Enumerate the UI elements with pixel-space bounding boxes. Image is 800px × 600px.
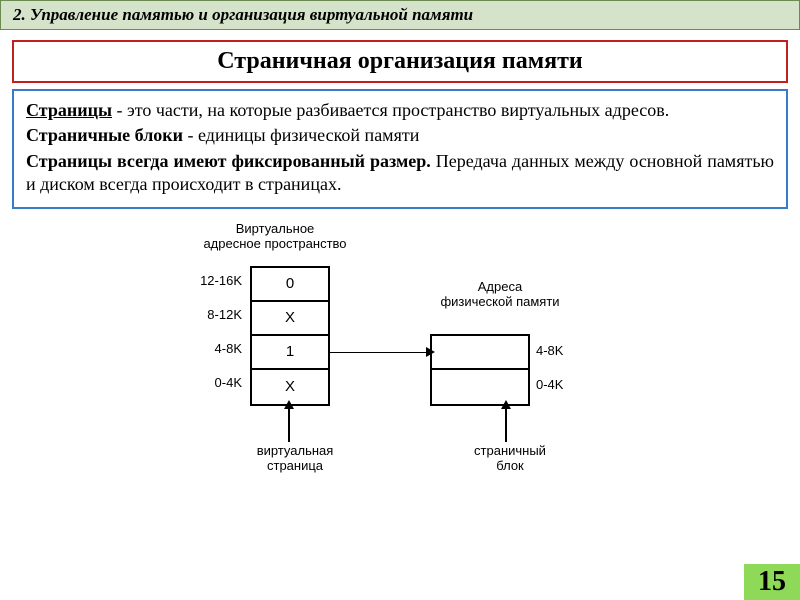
- vas-title: Виртуальное адресное пространство: [185, 221, 365, 252]
- def-pages-text: - это части, на которые разбивается прос…: [112, 100, 669, 120]
- mapping-arrow-head: [426, 347, 435, 357]
- vas-column: 0 X 1 X: [250, 266, 330, 406]
- definitions-box: Страницы - это части, на которые разбива…: [12, 89, 788, 209]
- vas-label-1: 8-12K: [182, 307, 242, 322]
- page-block-label: страничный блок: [460, 443, 560, 474]
- def-fixedsize: Страницы всегда имеют фиксированный разм…: [26, 150, 774, 197]
- phys-column: [430, 334, 530, 406]
- phys-title: Адреса физической памяти: [420, 279, 580, 310]
- memory-diagram: Виртуальное адресное пространство 0 X 1 …: [0, 221, 800, 501]
- virt-ptr-head: [284, 400, 294, 409]
- slide-title: Страничная организация памяти: [12, 40, 788, 83]
- phys-label-0: 4-8K: [536, 343, 596, 358]
- section-header: 2. Управление памятью и организация вирт…: [0, 0, 800, 30]
- vas-label-0: 12-16K: [182, 273, 242, 288]
- phys-cell-1: [432, 370, 528, 404]
- vas-cell-0: 0: [252, 268, 328, 302]
- block-ptr-head: [501, 400, 511, 409]
- vas-cell-2: 1: [252, 336, 328, 370]
- term-pageblocks: Страничные блоки: [26, 125, 183, 145]
- term-fixedsize: Страницы всегда имеют фиксированный разм…: [26, 151, 431, 171]
- def-pageblocks-text: - единицы физической памяти: [183, 125, 419, 145]
- vas-cell-3: X: [252, 370, 328, 404]
- mapping-arrow-line: [330, 352, 430, 354]
- term-pages: Страницы: [26, 100, 112, 120]
- virt-page-label: виртуальная страница: [245, 443, 345, 474]
- phys-cell-0: [432, 336, 528, 370]
- def-pages: Страницы - это части, на которые разбива…: [26, 99, 774, 122]
- def-pageblocks: Страничные блоки - единицы физической па…: [26, 124, 774, 147]
- vas-label-2: 4-8K: [182, 341, 242, 356]
- vas-cell-1: X: [252, 302, 328, 336]
- block-ptr-line: [505, 407, 507, 442]
- page-number: 15: [744, 564, 800, 600]
- virt-ptr-line: [288, 407, 290, 442]
- vas-label-3: 0-4K: [182, 375, 242, 390]
- phys-label-1: 0-4K: [536, 377, 596, 392]
